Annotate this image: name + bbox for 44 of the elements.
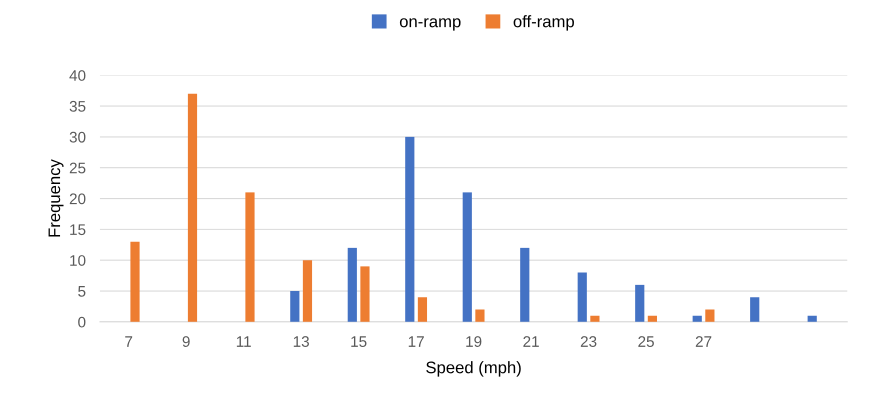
- y-tick-label: 30: [70, 132, 86, 143]
- y-tick-label: 5: [78, 286, 86, 297]
- y-tick-label: 15: [70, 224, 86, 236]
- bar: [302, 260, 312, 322]
- bar: [418, 297, 428, 322]
- bar: [130, 242, 140, 322]
- bar: [245, 192, 255, 322]
- x-tick-label: 7: [125, 336, 132, 347]
- bar: [520, 248, 530, 322]
- x-tick-label: 13: [294, 336, 309, 347]
- x-tick-label: 11: [236, 336, 251, 347]
- x-tick-label: 27: [696, 336, 712, 347]
- y-tick-label: 40: [69, 70, 86, 81]
- bar: [635, 284, 644, 322]
- bar: [188, 94, 198, 322]
- bar: [360, 266, 370, 322]
- x-tick-label: 21: [523, 336, 539, 347]
- bar: [808, 316, 817, 322]
- bar: [705, 310, 714, 322]
- bar: [348, 248, 357, 322]
- bar: [405, 136, 414, 322]
- x-tick-label: 9: [182, 336, 190, 347]
- y-tick-label: 25: [70, 162, 86, 174]
- legend-label: on-ramp: [400, 18, 461, 31]
- legend-label: off-ramp: [514, 15, 574, 31]
- x-tick-label: 15: [351, 336, 366, 347]
- bar: [692, 316, 702, 322]
- x-tick-label: 23: [580, 336, 596, 347]
- y-tick-label: 20: [70, 193, 86, 204]
- y-tick-label: 10: [70, 255, 86, 266]
- bar: [750, 297, 760, 322]
- bar: [590, 316, 600, 322]
- bar: [462, 192, 472, 322]
- x-axis-title: Speed (mph): [426, 361, 521, 377]
- bar: [290, 291, 300, 322]
- y-tick-label: 0: [78, 316, 86, 328]
- x-tick-label: 17: [408, 336, 424, 347]
- x-tick-label: 19: [466, 336, 482, 347]
- bar: [578, 272, 587, 322]
- bar: [475, 310, 485, 322]
- y-axis-title: Frequency: [48, 159, 64, 237]
- x-tick-label: 25: [638, 336, 654, 347]
- y-tick-label: 35: [70, 100, 86, 112]
- bar: [648, 316, 657, 322]
